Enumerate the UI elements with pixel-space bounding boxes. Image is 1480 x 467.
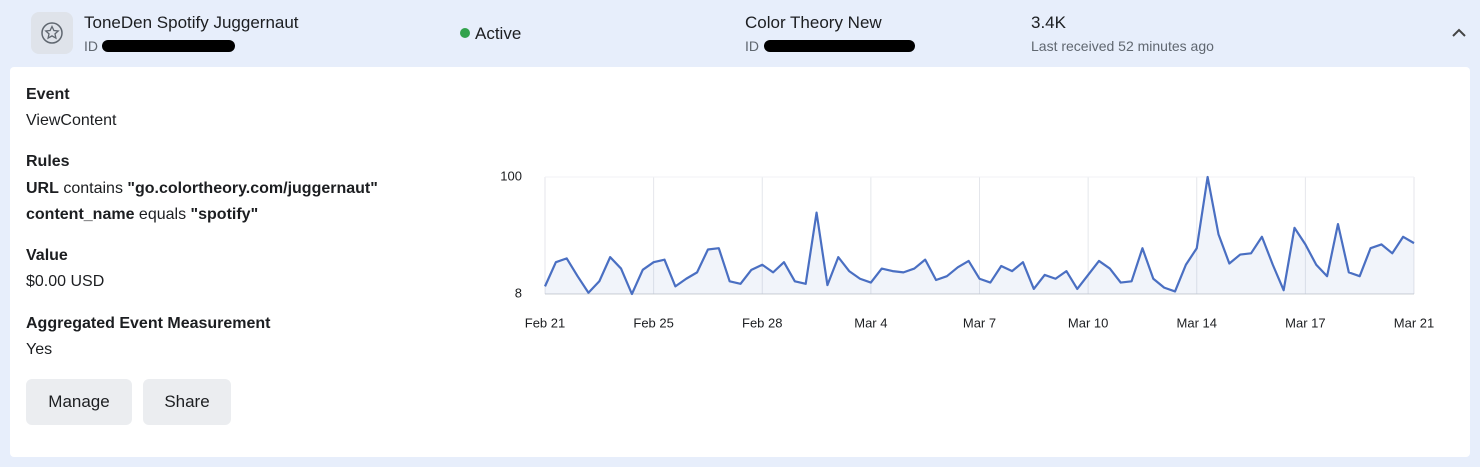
aem-value: Yes: [26, 341, 53, 358]
rule-operator: contains: [63, 180, 123, 197]
aem-label: Aggregated Event Measurement: [26, 315, 271, 332]
y-tick-label: 100: [500, 168, 522, 183]
event-value: ViewContent: [26, 112, 117, 129]
manage-button[interactable]: Manage: [26, 379, 132, 425]
x-tick-label: Mar 17: [1285, 315, 1325, 330]
share-button[interactable]: Share: [143, 379, 231, 425]
value-label: Value: [26, 247, 68, 264]
rule: content_name equals "spotify": [26, 207, 258, 223]
status: Active: [475, 24, 522, 43]
account-name: Color Theory New: [745, 13, 882, 32]
line: [543, 175, 1415, 296]
last-received: Last received 52 minutes ago: [1031, 38, 1214, 54]
rule: URL contains "go.colortheory.com/juggern…: [26, 181, 378, 197]
rule-field: URL: [26, 180, 59, 197]
status-dot: [460, 28, 470, 38]
redacted-id: [102, 40, 235, 52]
event-count: 3.4K: [1031, 13, 1066, 32]
pixel-name: ToneDen Spotify Juggernaut: [84, 13, 299, 32]
x-tick-label: Mar 4: [854, 315, 887, 330]
x-tick-label: Mar 21: [1394, 315, 1434, 330]
rule-value: "go.colortheory.com/juggernaut": [127, 180, 378, 197]
value: $0.00 USD: [26, 273, 105, 290]
rule-field: content_name: [26, 206, 135, 223]
redacted-account-id: [764, 40, 915, 52]
event-label: Event: [26, 86, 70, 103]
x-tick-label: Mar 14: [1177, 315, 1217, 330]
y-tick-label: 8: [515, 285, 522, 300]
rule-operator: equals: [138, 206, 187, 223]
pixel-icon: [31, 12, 73, 54]
x-tick-label: Feb 21: [525, 315, 565, 330]
x-tick-label: Mar 7: [963, 315, 996, 330]
collapse-chevron[interactable]: [1451, 28, 1467, 38]
details-panel: [10, 67, 1470, 457]
account-id-label: ID: [745, 38, 759, 54]
rules-label: Rules: [26, 153, 70, 170]
id-label: ID: [84, 38, 98, 54]
x-tick-label: Feb 28: [742, 315, 782, 330]
x-tick-label: Mar 10: [1068, 315, 1108, 330]
rule-value: "spotify": [190, 206, 259, 223]
x-tick-label: Feb 25: [633, 315, 673, 330]
